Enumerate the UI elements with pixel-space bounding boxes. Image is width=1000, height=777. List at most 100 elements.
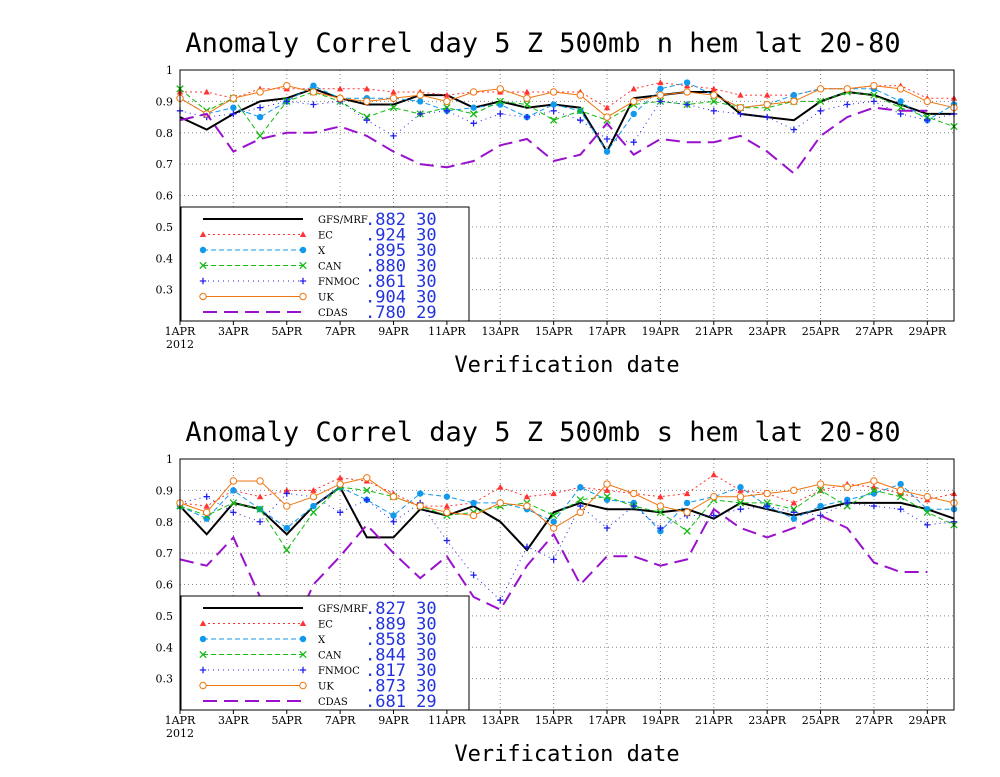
- x-tick-label: 25APR: [802, 714, 840, 727]
- data-point: [549, 524, 558, 532]
- data-point: [683, 490, 691, 497]
- data-point: [443, 537, 451, 544]
- data-point: [657, 493, 664, 500]
- data-point: [390, 88, 397, 95]
- legend-marker: [199, 681, 207, 690]
- data-point: [816, 486, 825, 495]
- x-tick-label: 5APR: [271, 714, 302, 727]
- y-tick-label: 1: [166, 453, 173, 466]
- x-year-label: 2012: [166, 727, 194, 740]
- data-point: [310, 487, 317, 493]
- chart-title: Anomaly Correl day 5 Z 500mb s hem lat 2…: [185, 417, 900, 448]
- series-line: [179, 492, 955, 602]
- data-point: [523, 100, 531, 109]
- data-point: [523, 493, 531, 500]
- legend-marker: [199, 231, 207, 238]
- data-point: [497, 110, 504, 118]
- data-point: [470, 120, 477, 127]
- legend-label: CDAS: [318, 697, 348, 708]
- data-point: [336, 509, 344, 516]
- legend-label: X: [318, 246, 326, 257]
- legend-marker: [299, 261, 307, 270]
- series-x: [176, 79, 958, 155]
- data-point: [763, 91, 771, 98]
- data-point: [523, 88, 531, 95]
- data-point: [443, 91, 451, 98]
- data-point: [256, 88, 264, 96]
- data-point: [283, 487, 290, 493]
- data-point: [576, 91, 585, 99]
- legend-marker: [199, 666, 207, 674]
- series-line: [179, 88, 955, 137]
- legend-label: FNMOC: [318, 277, 360, 288]
- x-tick-label: 21APR: [695, 714, 733, 727]
- data-point: [390, 512, 397, 519]
- data-point: [790, 515, 798, 522]
- legend-label: EC: [318, 231, 333, 242]
- data-point: [897, 506, 904, 513]
- data-point: [363, 97, 371, 106]
- legend-stat: .924 30: [365, 226, 437, 246]
- x-tick-label: 1APR: [165, 714, 196, 727]
- data-point: [202, 508, 211, 517]
- data-point: [683, 508, 691, 517]
- legend-marker: [299, 277, 307, 285]
- data-point: [896, 486, 905, 495]
- data-point: [710, 492, 718, 501]
- data-point: [363, 117, 371, 124]
- legend-stat: .861 30: [365, 272, 437, 292]
- data-point: [230, 487, 237, 494]
- data-point: [844, 101, 851, 108]
- data-point: [309, 88, 318, 96]
- data-point: [443, 493, 451, 500]
- legend-marker: [199, 635, 207, 643]
- x-axis-label: Verification date: [454, 353, 679, 378]
- data-point: [683, 79, 691, 86]
- data-point: [816, 480, 825, 488]
- data-point: [416, 502, 424, 510]
- data-point: [763, 489, 771, 498]
- data-point: [336, 480, 344, 488]
- data-point: [817, 107, 824, 114]
- data-point: [523, 502, 531, 510]
- series-line: [179, 485, 955, 552]
- data-point: [496, 85, 504, 93]
- data-point: [630, 110, 637, 118]
- legend-stat: .817 30: [365, 661, 437, 681]
- legend-marker: [199, 292, 207, 301]
- data-point: [897, 98, 904, 105]
- data-point: [310, 502, 317, 510]
- data-point: [363, 486, 371, 495]
- x-tick-label: 27APR: [855, 325, 893, 338]
- legend: GFS/MRF.882 30 EC .924 30 X .895 30 CAN .880 3…: [180, 206, 470, 323]
- data-point: [310, 101, 317, 108]
- data-point: [630, 489, 638, 498]
- data-point: [630, 138, 637, 146]
- data-point: [203, 502, 210, 509]
- data-point: [870, 81, 878, 90]
- data-point: [550, 101, 557, 108]
- data-point: [550, 556, 557, 563]
- data-point: [283, 81, 291, 90]
- series-gfs-mrf: [179, 485, 955, 552]
- data-point: [389, 492, 398, 501]
- y-tick-label: 0.9: [156, 95, 174, 108]
- x-tick-label: 27APR: [855, 714, 893, 727]
- data-point: [256, 104, 264, 111]
- legend-stat: .889 30: [365, 615, 437, 635]
- data-point: [363, 496, 371, 503]
- data-point: [603, 113, 611, 121]
- data-point: [256, 477, 264, 485]
- data-point: [229, 94, 238, 102]
- y-tick-label: 1: [166, 64, 173, 77]
- legend-label: CAN: [318, 651, 342, 662]
- data-point: [470, 571, 477, 579]
- legend-stat: .880 30: [365, 257, 437, 277]
- anomaly-correl-chart-shem: Anomaly Correl day 5 Z 500mb s hem lat 2…: [156, 417, 958, 767]
- legend-label: EC: [318, 620, 333, 631]
- y-tick-label: 0.7: [156, 158, 174, 171]
- data-point: [790, 91, 798, 99]
- legend-label: CDAS: [318, 308, 348, 319]
- data-point: [230, 110, 237, 118]
- x-tick-label: 21APR: [695, 325, 733, 338]
